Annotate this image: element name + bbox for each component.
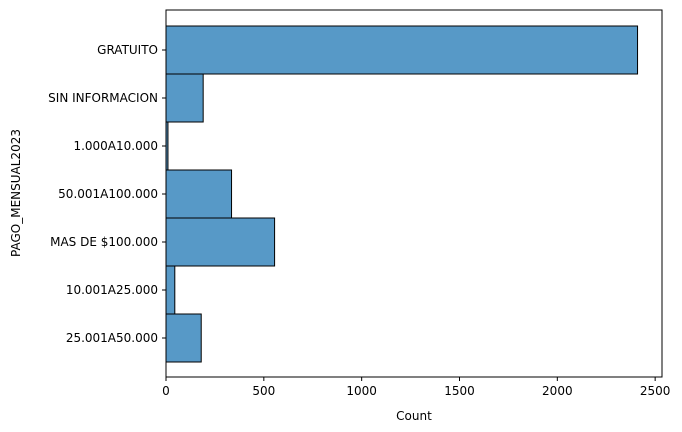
plot-frame — [165, 9, 663, 378]
y-tick-label: MAS DE $100.000 — [50, 235, 158, 249]
x-axis-ticks: 0 500 1000 1500 2000 2500 — [162, 377, 670, 398]
bar — [165, 265, 176, 315]
y-axis-ticks: GRATUITO SIN INFORMACION 1.000A10.000 50.00… — [48, 43, 166, 345]
bar — [165, 313, 202, 363]
x-tick-label: 1500 — [444, 384, 475, 398]
y-tick-label: GRATUITO — [97, 43, 158, 57]
x-tick-label: 1000 — [346, 384, 377, 398]
bar — [165, 169, 233, 219]
y-tick-label: 10.001A25.000 — [66, 283, 158, 297]
x-tick-label: 500 — [252, 384, 275, 398]
x-tick-label: 0 — [162, 384, 170, 398]
bar — [165, 25, 639, 75]
bar — [165, 217, 276, 267]
y-axis-label: PAGO_MENSUAL2023 — [9, 129, 23, 257]
x-tick-label: 2000 — [542, 384, 573, 398]
bars — [165, 25, 639, 363]
y-tick-label: 1.000A10.000 — [73, 139, 158, 153]
y-tick-label: 25.001A50.000 — [66, 331, 158, 345]
x-tick-label: 2500 — [640, 384, 671, 398]
x-axis-label: Count — [396, 409, 432, 423]
y-tick-label: SIN INFORMACION — [48, 91, 158, 105]
y-tick-label: 50.001A100.000 — [58, 187, 158, 201]
bar — [165, 73, 204, 123]
